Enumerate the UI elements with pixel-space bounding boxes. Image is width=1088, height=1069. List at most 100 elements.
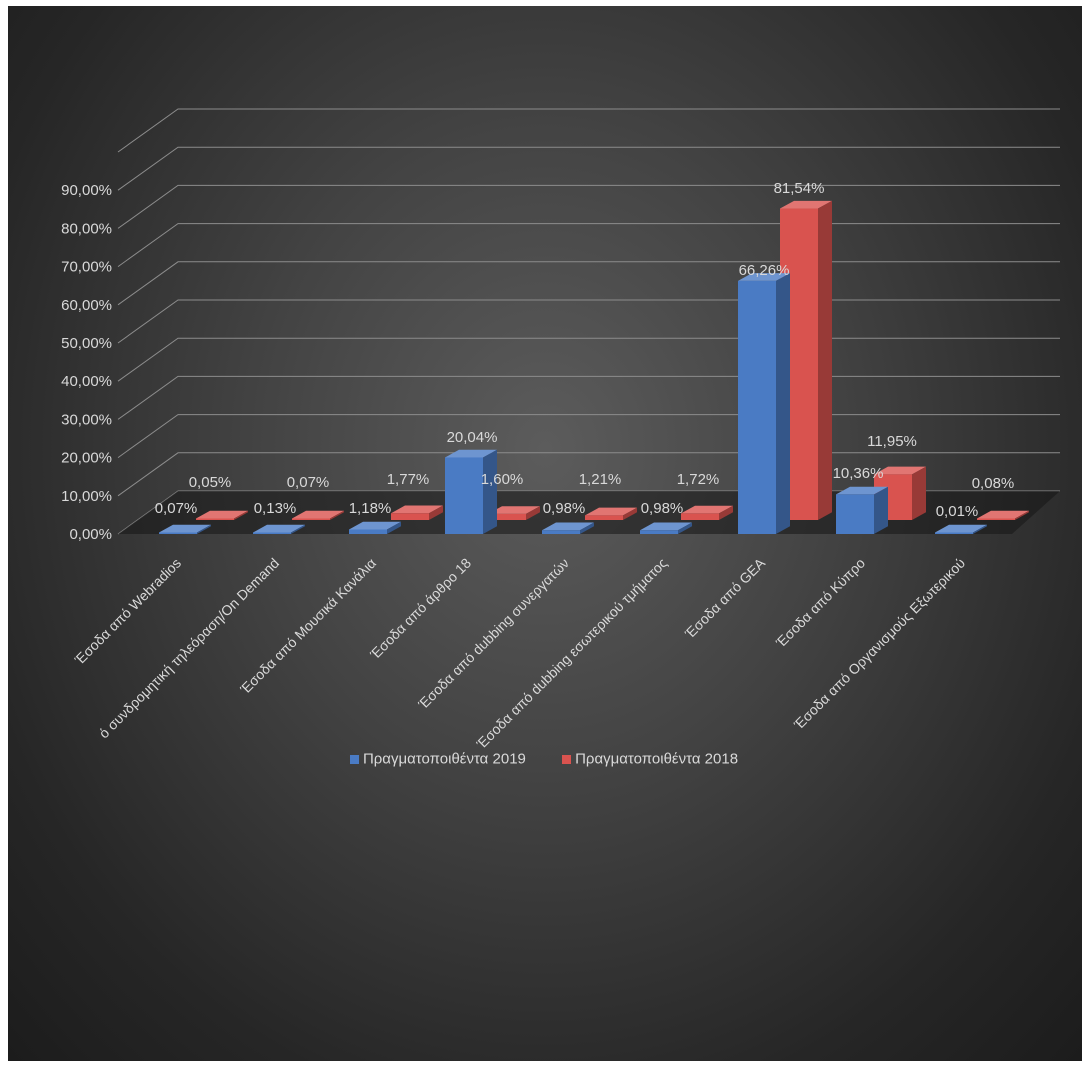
bar-front xyxy=(836,494,874,534)
bar-side xyxy=(234,510,248,520)
data-label: 11,95% xyxy=(867,433,917,450)
data-label: 0,05% xyxy=(189,474,232,491)
bar-top xyxy=(977,510,1029,519)
chart-svg: 0,00% 10,00% 20,00% 30,00% 40,00% 50,00% 60,00… xyxy=(61,108,1060,752)
bar-side xyxy=(526,506,540,520)
bar-front xyxy=(159,532,197,534)
data-labels: 0,05% 0,07% 0,07% 0,13% 1,77% 1,18% 1,60% 20,04… xyxy=(155,180,1015,520)
bar-front xyxy=(681,513,719,520)
data-label: 20,04% xyxy=(447,429,498,446)
bar xyxy=(253,524,305,534)
category-label: Έσοδα από Κύπρο xyxy=(772,555,868,651)
bar xyxy=(445,449,497,534)
bar-front xyxy=(292,518,330,520)
bar xyxy=(738,273,790,534)
bar-top xyxy=(445,449,497,458)
bar-side xyxy=(387,521,401,534)
gridline xyxy=(117,337,1060,382)
bar-side xyxy=(874,486,888,534)
bar-top xyxy=(391,505,443,514)
bar-front xyxy=(640,530,678,534)
y-tick-label: 40,00% xyxy=(61,373,112,390)
gridline xyxy=(117,414,1060,459)
bar-side xyxy=(678,522,692,534)
bar-top xyxy=(738,273,790,281)
bar-front xyxy=(488,513,526,520)
bar xyxy=(640,522,692,534)
bar-top xyxy=(349,521,401,530)
y-tick-label: 70,00% xyxy=(61,259,112,276)
bar-front xyxy=(935,532,973,534)
bar-top xyxy=(836,486,888,495)
category-label: Έσοδα από Οργανισμούς Εξωτερικού xyxy=(790,555,968,733)
category-label: Έσοδα από άρθρο 18 xyxy=(366,555,474,663)
bar xyxy=(935,524,987,534)
y-tick-label: 20,00% xyxy=(61,450,112,467)
bar xyxy=(292,510,344,520)
gridline xyxy=(117,223,1060,268)
data-label: 0,98% xyxy=(543,500,586,517)
bar-top xyxy=(780,200,832,209)
bar-side xyxy=(330,510,344,520)
gridline xyxy=(117,184,1060,229)
bar xyxy=(977,510,1029,520)
bar-top xyxy=(159,524,211,533)
bar-top xyxy=(196,510,248,519)
y-tick-label: 80,00% xyxy=(61,220,112,237)
y-tick-label: 90,00% xyxy=(61,182,112,199)
category-label: Έσοδα από Webradios xyxy=(71,555,184,668)
y-tick-label: 50,00% xyxy=(61,335,112,352)
y-tick-label: 60,00% xyxy=(61,297,112,314)
category-label: ό συνδρομητική τηλεόραση/On Demand xyxy=(96,555,283,742)
bar-front xyxy=(196,518,234,520)
bar-side xyxy=(623,507,637,520)
legend-swatch-2019 xyxy=(349,754,359,764)
bar xyxy=(159,524,211,534)
bars xyxy=(159,200,1029,534)
data-label: 1,60% xyxy=(481,471,524,488)
bar xyxy=(391,505,443,520)
y-tick-label: 30,00% xyxy=(61,411,112,428)
gridline xyxy=(117,146,1060,191)
legend-item-2018: Πραγματοποιθέντα 2018 xyxy=(562,750,738,768)
bar xyxy=(349,521,401,534)
legend-item-2019: Πραγματοποιθέντα 2019 xyxy=(349,750,526,768)
bar xyxy=(585,507,637,520)
bar-top xyxy=(935,524,987,533)
data-label: 66,26% xyxy=(739,262,790,279)
legend-swatch-2018 xyxy=(562,754,572,764)
bar-front xyxy=(391,513,429,520)
bar-top xyxy=(542,522,594,531)
bar-front xyxy=(445,457,483,534)
bar-side xyxy=(197,524,211,534)
bar-side xyxy=(291,524,305,534)
legend: Πραγματοποιθέντα 2019 Πραγματοποιθέντα 2… xyxy=(0,750,1088,768)
bar-side xyxy=(719,505,733,520)
data-label: 81,54% xyxy=(774,180,825,197)
bar-side xyxy=(776,273,790,534)
bar xyxy=(542,522,594,534)
bar-front xyxy=(253,532,291,534)
bar-top xyxy=(488,506,540,514)
data-label: 0,08% xyxy=(972,475,1015,492)
y-axis-tick-labels: 0,00% 10,00% 20,00% 30,00% 40,00% 50,00% 60,00… xyxy=(61,182,112,543)
bar-top xyxy=(292,510,344,519)
category-label: Έσοδα από dubbing εσωτερικού τμήματος xyxy=(473,555,671,753)
bar-top xyxy=(874,466,926,475)
data-label: 10,36% xyxy=(833,465,884,482)
data-label: 1,18% xyxy=(349,500,392,517)
data-label: 0,07% xyxy=(155,500,198,517)
data-label: 1,72% xyxy=(677,471,720,488)
data-label: 1,21% xyxy=(579,471,622,488)
chart-area: 0,00% 10,00% 20,00% 30,00% 40,00% 50,00% 60,00… xyxy=(8,6,1082,1061)
gridline xyxy=(117,108,1060,153)
bar-side xyxy=(483,449,497,534)
data-label: 1,77% xyxy=(387,471,430,488)
y-tick-label: 0,00% xyxy=(69,526,112,543)
bar-side xyxy=(818,200,832,520)
data-label: 0,07% xyxy=(287,474,330,491)
legend-label-2018: Πραγματοποιθέντα 2018 xyxy=(575,750,739,768)
bar xyxy=(681,505,733,520)
bar-side xyxy=(429,505,443,520)
